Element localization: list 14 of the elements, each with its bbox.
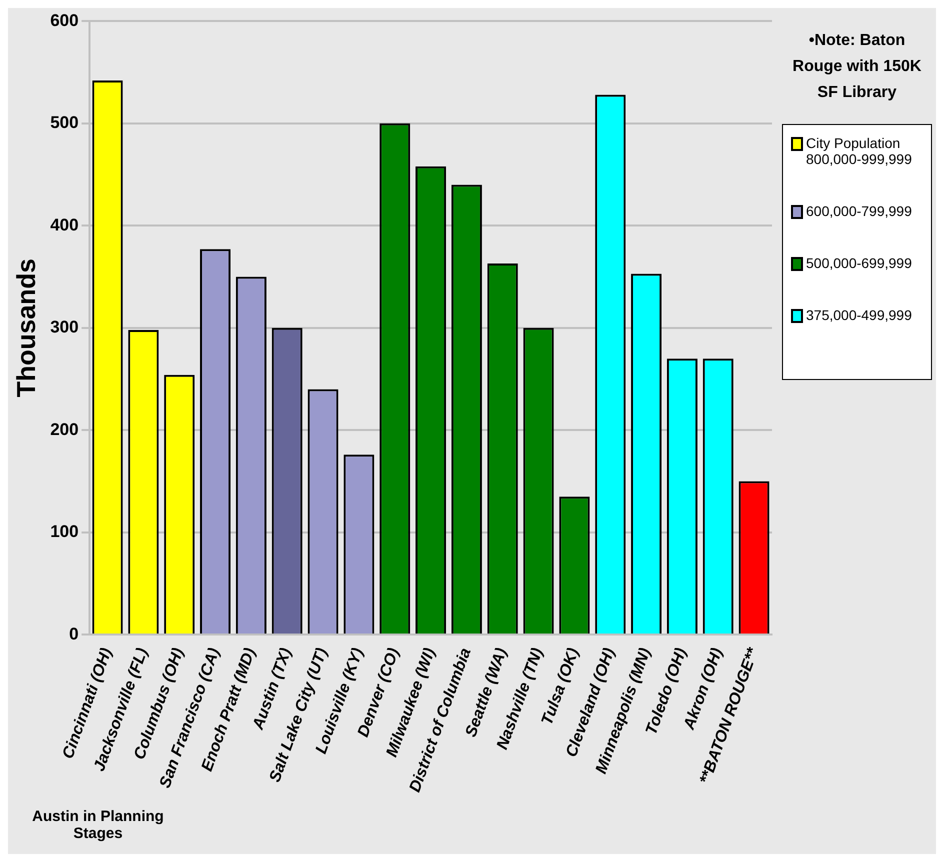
text: Austin in Planning Stages <box>31 808 165 842</box>
legend-label: 500,000-699,999 <box>806 255 912 271</box>
y-tick-label: 0 <box>69 624 79 644</box>
text: •Note: Baton Rouge with 150K SF Library <box>792 31 922 103</box>
y-tick-label: 200 <box>50 420 79 439</box>
y-tick-label: 400 <box>50 215 79 234</box>
y-axis-title: Thousands <box>10 258 41 398</box>
legend-label: 600,000-799,999 <box>806 203 912 219</box>
y-tick-label: 600 <box>50 10 79 30</box>
legend-label: City Population 800,000-999,999 <box>806 135 913 167</box>
legend-label: 375,000-499,999 <box>806 307 912 323</box>
y-tick-label: 500 <box>50 113 79 132</box>
y-tick-label: 100 <box>50 522 79 542</box>
y-tick-label: 300 <box>50 318 79 337</box>
